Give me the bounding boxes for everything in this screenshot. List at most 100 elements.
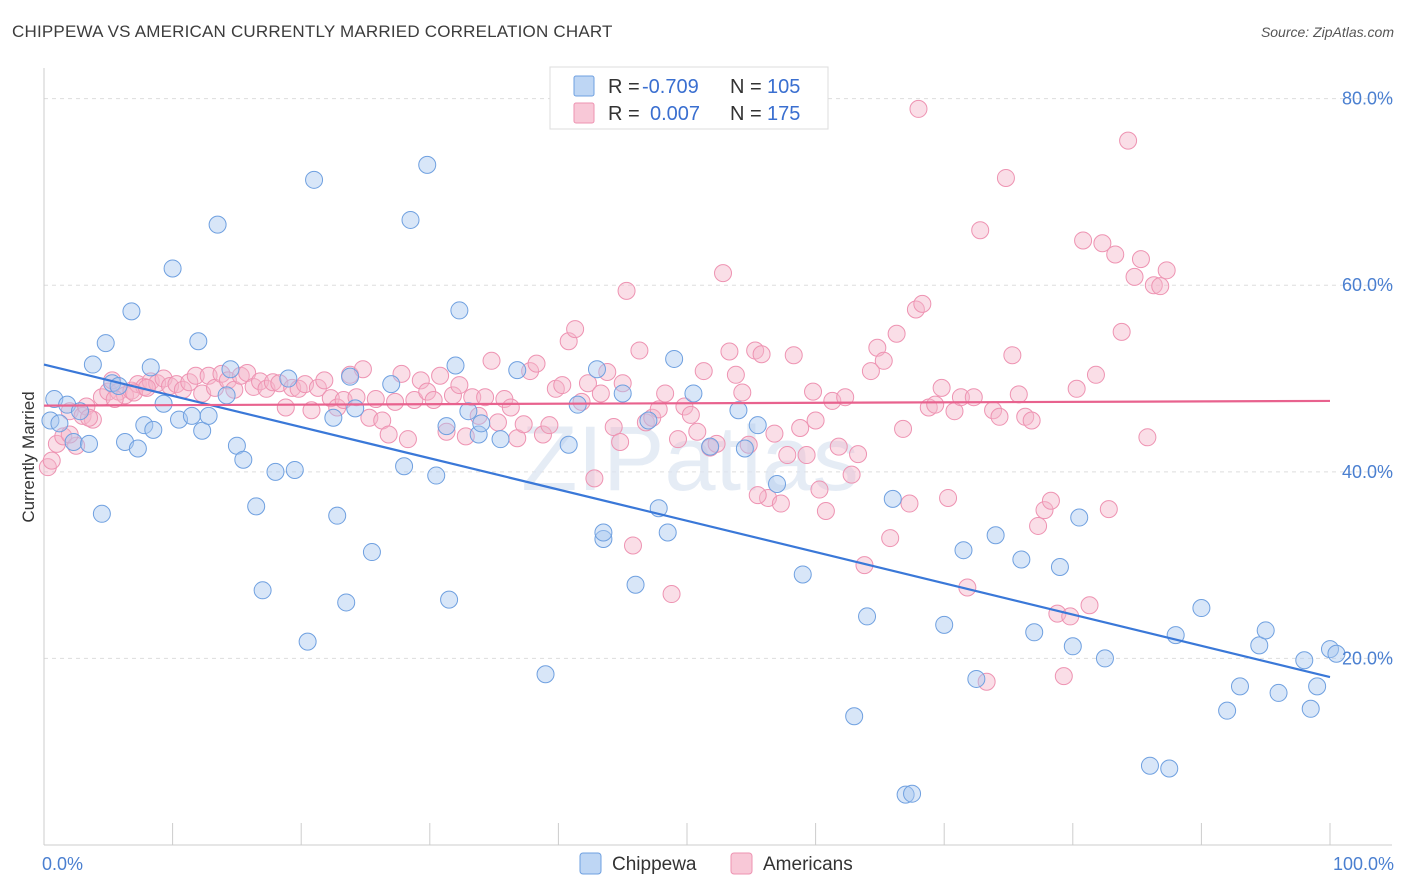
data-point-americans bbox=[186, 366, 205, 385]
data-point-americans bbox=[437, 422, 456, 441]
data-point-chippewa bbox=[450, 301, 469, 320]
data-point-chippewa bbox=[328, 506, 347, 525]
data-point-americans bbox=[681, 405, 700, 424]
data-point-chippewa bbox=[1301, 699, 1320, 718]
data-point-chippewa bbox=[247, 497, 266, 516]
data-point-americans bbox=[836, 388, 855, 407]
data-point-chippewa bbox=[395, 457, 414, 476]
data-point-americans bbox=[656, 384, 675, 403]
legend-n-label: N = bbox=[730, 103, 762, 125]
data-point-americans bbox=[180, 373, 199, 392]
data-point-americans bbox=[533, 425, 552, 444]
data-point-chippewa bbox=[122, 302, 141, 321]
trend-line-chippewa bbox=[43, 363, 1331, 679]
data-point-chippewa bbox=[491, 430, 510, 449]
data-point-americans bbox=[1009, 385, 1028, 404]
data-point-chippewa bbox=[1250, 636, 1269, 655]
y-tick-label: 20.0% bbox=[1342, 648, 1393, 668]
legend-r-value: -0.709 bbox=[642, 76, 699, 98]
legend-n-label: N = bbox=[730, 76, 762, 98]
data-point-americans bbox=[932, 378, 951, 397]
data-point-chippewa bbox=[1050, 557, 1069, 576]
data-point-chippewa bbox=[182, 406, 201, 425]
data-point-americans bbox=[42, 451, 61, 470]
data-point-americans bbox=[887, 324, 906, 343]
data-point-americans bbox=[720, 342, 739, 361]
data-point-chippewa bbox=[324, 408, 343, 427]
data-point-americans bbox=[469, 406, 488, 425]
data-point-chippewa bbox=[986, 526, 1005, 545]
data-point-americans bbox=[996, 168, 1015, 187]
data-point-chippewa bbox=[658, 523, 677, 542]
gridlines bbox=[44, 98, 1392, 659]
data-point-americans bbox=[1035, 501, 1054, 520]
data-point-americans bbox=[540, 416, 559, 435]
data-point-chippewa bbox=[1295, 651, 1314, 670]
data-point-chippewa bbox=[613, 384, 632, 403]
data-point-americans bbox=[302, 401, 321, 420]
data-point-americans bbox=[881, 529, 900, 548]
data-point-chippewa bbox=[154, 394, 173, 413]
data-point-chippewa bbox=[128, 439, 147, 458]
y-tick-label: 60.0% bbox=[1342, 275, 1393, 295]
data-point-americans bbox=[733, 383, 752, 402]
legend-r-label: R = bbox=[608, 76, 640, 98]
data-point-americans bbox=[829, 437, 848, 456]
x-tick-label: 0.0% bbox=[42, 854, 83, 874]
data-point-americans bbox=[1157, 261, 1176, 280]
data-point-americans bbox=[263, 373, 282, 392]
data-point-americans bbox=[501, 398, 520, 417]
data-point-chippewa bbox=[768, 474, 787, 493]
data-point-americans bbox=[1138, 428, 1157, 447]
data-point-chippewa bbox=[1012, 550, 1031, 569]
data-point-chippewa bbox=[440, 590, 459, 609]
data-point-americans bbox=[1022, 411, 1041, 430]
data-point-americans bbox=[591, 384, 610, 403]
data-point-chippewa bbox=[858, 607, 877, 626]
data-point-chippewa bbox=[208, 215, 227, 234]
data-point-chippewa bbox=[193, 421, 212, 440]
y-tick-label: 80.0% bbox=[1342, 89, 1393, 109]
data-point-americans bbox=[1086, 365, 1105, 384]
data-point-americans bbox=[488, 413, 507, 432]
legend-swatch-chippewa bbox=[573, 75, 595, 97]
data-point-chippewa bbox=[446, 356, 465, 375]
watermark: ZIPatlas bbox=[521, 408, 858, 510]
data-point-americans bbox=[553, 376, 572, 395]
data-point-americans bbox=[411, 371, 430, 390]
data-point-chippewa bbox=[639, 411, 658, 430]
data-point-americans bbox=[1003, 346, 1022, 365]
data-point-chippewa bbox=[793, 565, 812, 584]
data-point-chippewa bbox=[536, 665, 555, 684]
data-point-americans bbox=[73, 406, 92, 425]
data-point-americans bbox=[913, 294, 932, 313]
legend-swatch-americans bbox=[573, 102, 595, 124]
data-point-chippewa bbox=[64, 432, 83, 451]
data-point-chippewa bbox=[1192, 599, 1211, 618]
data-point-americans bbox=[909, 99, 928, 118]
data-point-chippewa bbox=[144, 420, 163, 439]
data-point-chippewa bbox=[437, 417, 456, 436]
data-point-americans bbox=[1029, 516, 1048, 535]
data-point-chippewa bbox=[559, 435, 578, 454]
data-point-americans bbox=[1144, 276, 1163, 295]
data-point-americans bbox=[476, 388, 495, 407]
data-point-americans bbox=[816, 502, 835, 521]
data-point-chippewa bbox=[1025, 623, 1044, 642]
data-point-americans bbox=[482, 351, 501, 370]
data-point-americans bbox=[1106, 245, 1125, 264]
data-point-americans bbox=[1093, 234, 1112, 253]
data-point-chippewa bbox=[626, 575, 645, 594]
data-point-chippewa bbox=[508, 361, 527, 380]
data-point-chippewa bbox=[459, 402, 478, 421]
data-point-americans bbox=[379, 425, 398, 444]
data-point-americans bbox=[771, 494, 790, 513]
data-point-americans bbox=[797, 446, 816, 465]
data-point-americans bbox=[1099, 500, 1118, 519]
data-point-americans bbox=[424, 390, 443, 409]
data-point-americans bbox=[791, 418, 810, 437]
chart-title: CHIPPEWA VS AMERICAN CURRENTLY MARRIED C… bbox=[12, 22, 613, 41]
data-point-chippewa bbox=[83, 355, 102, 374]
data-point-americans bbox=[386, 392, 405, 411]
data-point-americans bbox=[611, 432, 630, 451]
